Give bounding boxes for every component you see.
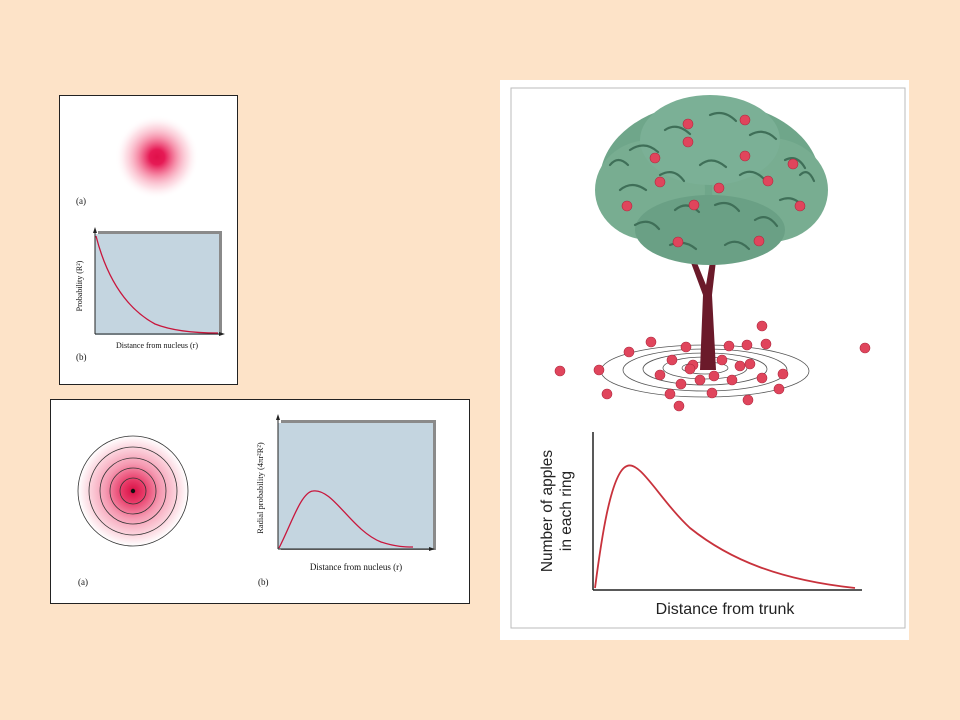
nucleus-dot	[130, 488, 136, 494]
electron-density-cloud	[115, 115, 199, 199]
x-axis-arrow	[219, 332, 225, 336]
apples-on-tree	[621, 114, 806, 248]
apple-count-curve	[594, 464, 856, 589]
subfigure-label-a: (a)	[76, 196, 86, 206]
plot-area	[278, 423, 433, 549]
y-axis-label: Probability (R²)	[75, 260, 84, 311]
y-axis-label: Radial probability (4πr²R²)	[255, 442, 265, 534]
probability-curve	[95, 235, 219, 334]
y-axis-label-line2: in each ring	[558, 471, 575, 551]
radial-probability-curve	[278, 490, 414, 549]
apple-tree-figure: Number of apples in each ring Distance f…	[510, 87, 906, 629]
subfigure-label-b: (b)	[76, 352, 87, 362]
x-axis-label: Distance from nucleus (r)	[310, 562, 402, 572]
radial-probability-figure: (a) Radial probability (4πr²R²) Distance…	[77, 414, 436, 587]
tree-trunk	[690, 250, 717, 370]
x-axis-arrow	[429, 547, 435, 551]
y-axis-arrow	[93, 227, 97, 233]
plot-area	[95, 234, 219, 335]
probability-density-figure: (a) Probability (R²) Distance from nucle…	[75, 115, 225, 362]
subfigure-label-a: (a)	[78, 577, 88, 587]
concentric-shells	[77, 435, 189, 547]
apples-on-ground	[554, 320, 871, 412]
y-axis-label-line1: Number of apples	[539, 450, 556, 573]
x-axis-label: Distance from trunk	[656, 601, 796, 618]
radial-probability-panel: (a) Radial probability (4πr²R²) Distance…	[50, 399, 470, 604]
y-axis-arrow	[276, 414, 280, 420]
probability-density-panel: (a) Probability (R²) Distance from nucle…	[59, 95, 238, 385]
apple-tree-analogy-panel: Number of apples in each ring Distance f…	[500, 80, 909, 640]
subfigure-label-b: (b)	[258, 577, 269, 587]
x-axis-label: Distance from nucleus (r)	[116, 341, 198, 350]
tree-foliage	[595, 95, 828, 265]
